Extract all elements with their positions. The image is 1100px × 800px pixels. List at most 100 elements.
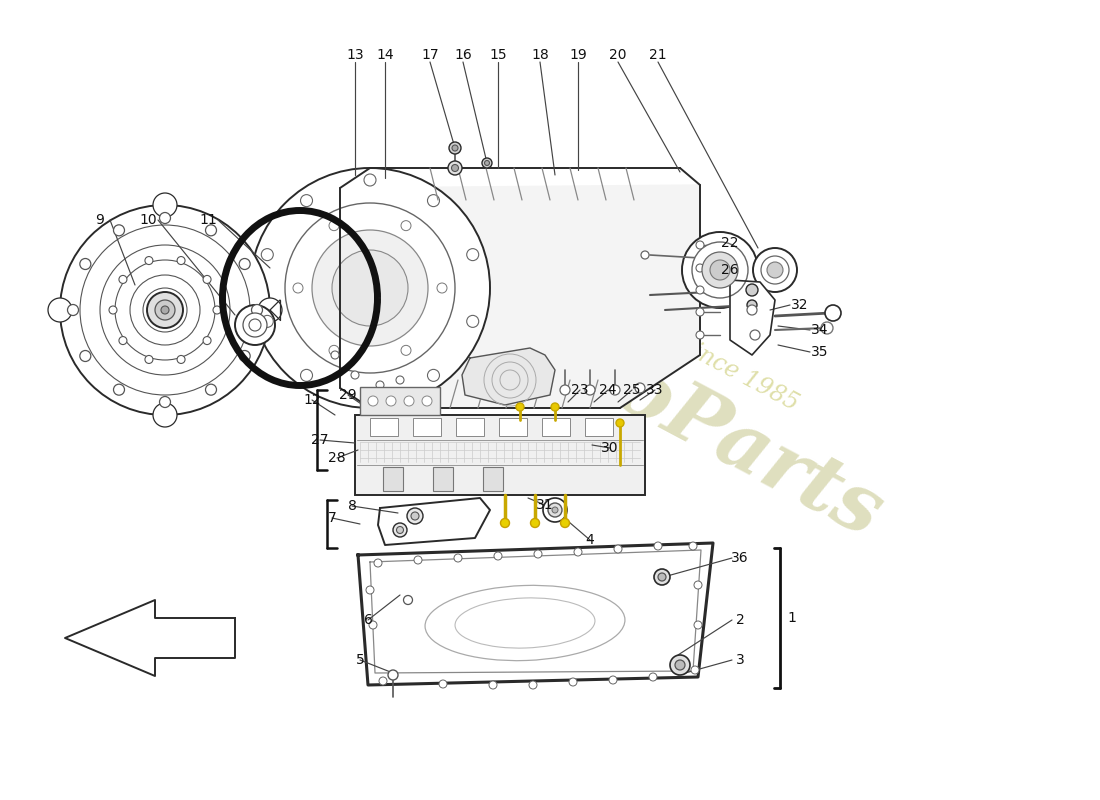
Polygon shape (730, 280, 776, 355)
Circle shape (252, 305, 263, 315)
Circle shape (609, 676, 617, 684)
Text: 22: 22 (722, 236, 739, 250)
Circle shape (654, 569, 670, 585)
Text: 12: 12 (304, 393, 321, 407)
Circle shape (407, 508, 424, 524)
Circle shape (516, 403, 524, 411)
Circle shape (635, 383, 645, 393)
Circle shape (177, 257, 185, 265)
Circle shape (368, 621, 377, 629)
Circle shape (551, 403, 559, 411)
Circle shape (670, 655, 690, 675)
Text: 2: 2 (736, 613, 745, 627)
Text: 20: 20 (609, 48, 627, 62)
Text: 17: 17 (421, 48, 439, 62)
Circle shape (641, 251, 649, 259)
Circle shape (239, 350, 250, 362)
Circle shape (658, 573, 666, 581)
Text: 28: 28 (328, 451, 345, 465)
Circle shape (548, 503, 562, 517)
Circle shape (451, 165, 459, 171)
Circle shape (177, 355, 185, 363)
Bar (412, 418, 441, 436)
Circle shape (329, 346, 339, 355)
Bar (542, 418, 570, 436)
Circle shape (437, 283, 447, 293)
Circle shape (235, 305, 275, 345)
Circle shape (374, 559, 382, 567)
Circle shape (404, 396, 414, 406)
Circle shape (654, 542, 662, 550)
Circle shape (825, 305, 842, 321)
Circle shape (821, 322, 833, 334)
Text: 15: 15 (490, 48, 507, 62)
Circle shape (616, 419, 624, 427)
Circle shape (750, 330, 760, 340)
Circle shape (160, 397, 170, 407)
Circle shape (694, 581, 702, 589)
Text: 14: 14 (376, 48, 394, 62)
Circle shape (364, 174, 376, 186)
Circle shape (204, 275, 211, 283)
Circle shape (466, 315, 478, 327)
Circle shape (329, 221, 339, 230)
Circle shape (747, 305, 757, 315)
Circle shape (682, 232, 758, 308)
Circle shape (145, 355, 153, 363)
Circle shape (109, 306, 117, 314)
Circle shape (649, 673, 657, 681)
Circle shape (386, 396, 396, 406)
Circle shape (534, 550, 542, 558)
Bar (370, 418, 398, 436)
Text: 35: 35 (812, 345, 828, 359)
Circle shape (614, 545, 622, 553)
Circle shape (494, 552, 502, 560)
Circle shape (113, 384, 124, 395)
Circle shape (402, 346, 411, 355)
Circle shape (331, 351, 339, 359)
Circle shape (293, 283, 303, 293)
Text: 19: 19 (569, 48, 587, 62)
Bar (355, 415, 645, 495)
Circle shape (147, 292, 183, 328)
Text: 24: 24 (600, 383, 617, 397)
Circle shape (312, 230, 428, 346)
Bar (456, 418, 484, 436)
Circle shape (300, 194, 312, 206)
Circle shape (500, 518, 509, 527)
Circle shape (119, 275, 126, 283)
Bar (383, 467, 403, 491)
Circle shape (530, 518, 539, 527)
Text: 34: 34 (812, 323, 828, 337)
Circle shape (204, 337, 211, 345)
Text: 10: 10 (140, 213, 157, 227)
Circle shape (694, 621, 702, 629)
Circle shape (67, 305, 78, 315)
Circle shape (746, 284, 758, 296)
Text: 27: 27 (311, 433, 329, 447)
Text: 29: 29 (339, 388, 356, 402)
Polygon shape (358, 543, 713, 685)
Text: 8: 8 (348, 499, 356, 513)
Circle shape (689, 542, 697, 550)
Circle shape (543, 498, 566, 522)
Circle shape (411, 512, 419, 520)
Circle shape (351, 371, 359, 379)
Circle shape (366, 586, 374, 594)
Text: 9: 9 (96, 213, 104, 227)
Circle shape (585, 385, 595, 395)
Bar (360, 387, 440, 415)
Circle shape (379, 677, 387, 685)
Circle shape (466, 249, 478, 261)
Text: 1: 1 (788, 611, 796, 625)
Circle shape (60, 205, 270, 415)
Circle shape (747, 300, 757, 310)
Circle shape (490, 681, 497, 689)
Text: 4: 4 (585, 533, 594, 547)
Circle shape (80, 258, 91, 270)
Text: 6: 6 (364, 613, 373, 627)
Circle shape (552, 507, 558, 513)
Text: 23: 23 (571, 383, 588, 397)
Circle shape (119, 337, 126, 345)
Text: 36: 36 (732, 551, 749, 565)
